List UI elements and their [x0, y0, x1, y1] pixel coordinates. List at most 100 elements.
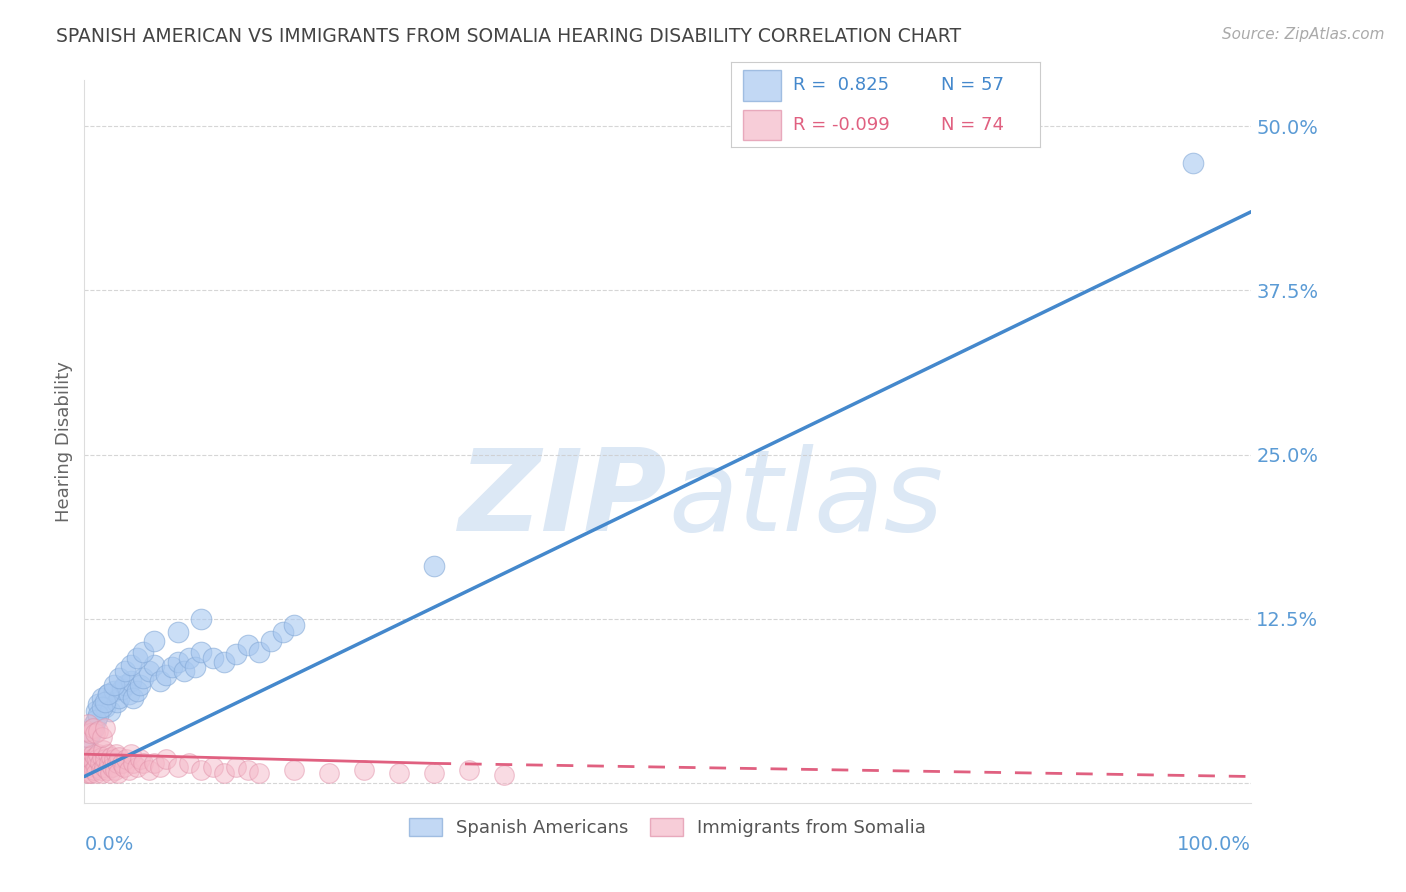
- Point: [353, 763, 375, 777]
- Point: [103, 677, 125, 691]
- Point: [236, 763, 259, 777]
- Point: [149, 760, 172, 774]
- Point: [83, 756, 105, 771]
- Point: [149, 673, 172, 688]
- Point: [83, 726, 105, 740]
- Point: [107, 765, 129, 780]
- Point: [494, 768, 516, 782]
- Point: [90, 690, 112, 705]
- Point: [96, 763, 118, 777]
- Point: [190, 612, 212, 626]
- Point: [132, 671, 155, 685]
- Point: [97, 747, 120, 762]
- Point: [83, 749, 105, 764]
- Point: [423, 559, 446, 574]
- Point: [97, 756, 120, 771]
- Point: [105, 756, 128, 771]
- Point: [1181, 156, 1204, 170]
- Point: [87, 707, 110, 722]
- Point: [115, 752, 138, 766]
- Point: [114, 677, 136, 691]
- Point: [120, 747, 142, 762]
- Point: [90, 765, 112, 780]
- Point: [249, 645, 271, 659]
- Point: [111, 681, 134, 696]
- Point: [458, 763, 481, 777]
- Point: [143, 756, 166, 771]
- Point: [94, 695, 117, 709]
- Point: [77, 749, 100, 764]
- Point: [104, 747, 127, 762]
- Point: [91, 743, 114, 757]
- Text: N = 57: N = 57: [942, 77, 1004, 95]
- Point: [94, 752, 117, 766]
- Point: [94, 721, 117, 735]
- Point: [97, 687, 120, 701]
- Point: [90, 763, 112, 777]
- Point: [82, 747, 104, 762]
- Point: [83, 717, 105, 731]
- Text: R = -0.099: R = -0.099: [793, 116, 890, 134]
- Point: [90, 749, 112, 764]
- Point: [93, 760, 115, 774]
- Point: [138, 665, 160, 679]
- Point: [260, 634, 283, 648]
- Point: [79, 723, 101, 738]
- Point: [166, 655, 188, 669]
- Point: [79, 726, 101, 740]
- Point: [112, 760, 135, 774]
- Point: [118, 763, 141, 777]
- Point: [236, 638, 259, 652]
- Legend: Spanish Americans, Immigrants from Somalia: Spanish Americans, Immigrants from Somal…: [402, 811, 934, 845]
- Point: [214, 765, 236, 780]
- Point: [100, 749, 122, 764]
- Text: SPANISH AMERICAN VS IMMIGRANTS FROM SOMALIA HEARING DISABILITY CORRELATION CHART: SPANISH AMERICAN VS IMMIGRANTS FROM SOMA…: [56, 27, 962, 45]
- Point: [79, 743, 101, 757]
- Point: [86, 752, 108, 766]
- Point: [132, 756, 155, 771]
- Point: [84, 713, 107, 727]
- Point: [225, 648, 247, 662]
- Point: [179, 756, 201, 771]
- Point: [87, 747, 110, 762]
- Point: [83, 763, 105, 777]
- Point: [129, 677, 152, 691]
- Point: [125, 651, 148, 665]
- Point: [122, 690, 145, 705]
- Point: [76, 737, 98, 751]
- Point: [318, 765, 340, 780]
- Text: 100.0%: 100.0%: [1177, 835, 1251, 855]
- Point: [76, 756, 98, 771]
- Point: [108, 749, 131, 764]
- FancyBboxPatch shape: [744, 110, 780, 140]
- Point: [166, 625, 188, 640]
- Point: [94, 699, 117, 714]
- Point: [87, 698, 110, 712]
- Point: [77, 730, 100, 744]
- Text: 0.0%: 0.0%: [84, 835, 134, 855]
- Point: [249, 765, 271, 780]
- Point: [184, 660, 207, 674]
- Point: [388, 765, 411, 780]
- Point: [97, 687, 120, 701]
- Point: [201, 651, 224, 665]
- Point: [160, 660, 183, 674]
- Point: [84, 765, 107, 780]
- Text: N = 74: N = 74: [942, 116, 1004, 134]
- Point: [201, 760, 224, 774]
- Point: [125, 760, 148, 774]
- Y-axis label: Hearing Disability: Hearing Disability: [55, 361, 73, 522]
- Point: [87, 723, 110, 738]
- Point: [166, 760, 188, 774]
- Text: atlas: atlas: [668, 444, 943, 555]
- Point: [423, 765, 446, 780]
- Point: [143, 634, 166, 648]
- Point: [108, 690, 131, 705]
- Point: [114, 665, 136, 679]
- Point: [108, 671, 131, 685]
- Point: [283, 618, 305, 632]
- Point: [103, 752, 125, 766]
- Point: [179, 651, 201, 665]
- Point: [214, 655, 236, 669]
- Point: [173, 665, 195, 679]
